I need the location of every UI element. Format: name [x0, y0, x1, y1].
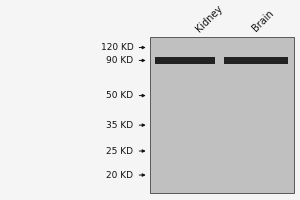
Text: 50 KD: 50 KD — [106, 91, 134, 100]
Text: 90 KD: 90 KD — [106, 56, 134, 65]
Bar — [154, 57, 214, 64]
Text: 35 KD: 35 KD — [106, 121, 134, 130]
Text: Kidney: Kidney — [194, 3, 224, 34]
Bar — [150, 37, 294, 193]
Text: 120 KD: 120 KD — [101, 43, 134, 52]
Text: Brain: Brain — [250, 8, 276, 34]
Text: 25 KD: 25 KD — [106, 147, 134, 156]
Text: 20 KD: 20 KD — [106, 171, 134, 180]
Bar — [224, 57, 288, 64]
